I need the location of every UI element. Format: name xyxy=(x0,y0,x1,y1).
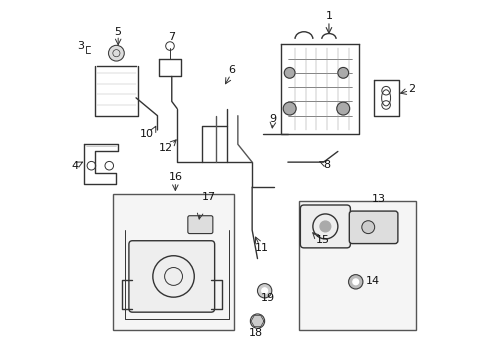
Bar xyxy=(298,202,416,330)
Circle shape xyxy=(337,102,350,115)
Circle shape xyxy=(338,67,348,78)
FancyBboxPatch shape xyxy=(300,205,350,248)
Text: 6: 6 xyxy=(228,65,235,75)
Text: 13: 13 xyxy=(372,194,386,204)
Circle shape xyxy=(320,221,331,232)
Text: 8: 8 xyxy=(323,160,330,170)
Text: 12: 12 xyxy=(159,143,173,153)
Text: 17: 17 xyxy=(202,192,217,202)
FancyBboxPatch shape xyxy=(129,241,215,312)
Text: 18: 18 xyxy=(248,328,263,338)
Circle shape xyxy=(283,102,296,115)
Text: 3: 3 xyxy=(77,41,84,51)
Text: 7: 7 xyxy=(168,32,175,42)
Bar xyxy=(113,194,234,330)
FancyBboxPatch shape xyxy=(349,211,398,244)
Text: 19: 19 xyxy=(261,293,275,303)
Circle shape xyxy=(258,284,272,298)
Text: 14: 14 xyxy=(366,276,380,286)
Circle shape xyxy=(348,275,363,289)
FancyBboxPatch shape xyxy=(188,216,213,234)
Circle shape xyxy=(262,288,268,294)
Circle shape xyxy=(250,314,265,328)
Text: 1: 1 xyxy=(325,12,332,21)
Text: 2: 2 xyxy=(409,84,416,94)
Text: 4: 4 xyxy=(72,161,79,171)
Circle shape xyxy=(362,221,375,234)
Circle shape xyxy=(353,279,359,285)
Text: 9: 9 xyxy=(270,113,276,123)
Circle shape xyxy=(109,45,124,61)
Text: 10: 10 xyxy=(140,129,154,139)
Text: 11: 11 xyxy=(255,243,269,253)
Text: 16: 16 xyxy=(169,172,182,183)
Text: 15: 15 xyxy=(316,235,330,245)
Circle shape xyxy=(284,67,295,78)
Text: 5: 5 xyxy=(115,27,122,37)
